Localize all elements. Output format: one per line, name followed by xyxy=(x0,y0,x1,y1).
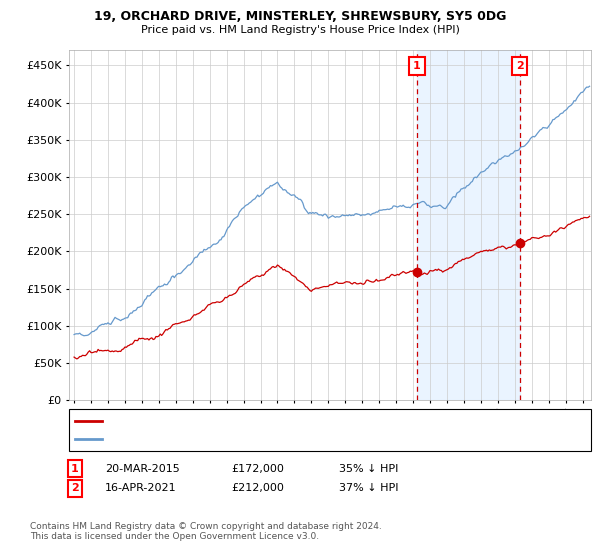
Text: 2: 2 xyxy=(71,483,79,493)
Bar xyxy=(417,50,520,400)
Text: 2: 2 xyxy=(516,61,524,71)
Text: 1: 1 xyxy=(413,61,421,71)
Text: 20-MAR-2015: 20-MAR-2015 xyxy=(105,464,180,474)
Text: 19, ORCHARD DRIVE, MINSTERLEY, SHREWSBURY, SY5 0DG: 19, ORCHARD DRIVE, MINSTERLEY, SHREWSBUR… xyxy=(94,10,506,23)
Text: HPI: Average price, detached house, Shropshire: HPI: Average price, detached house, Shro… xyxy=(108,434,341,444)
Text: 19, ORCHARD DRIVE, MINSTERLEY, SHREWSBURY, SY5 0DG (detached house): 19, ORCHARD DRIVE, MINSTERLEY, SHREWSBUR… xyxy=(108,416,489,426)
Text: Contains HM Land Registry data © Crown copyright and database right 2024.
This d: Contains HM Land Registry data © Crown c… xyxy=(30,522,382,542)
Text: 1: 1 xyxy=(71,464,79,474)
Text: 35% ↓ HPI: 35% ↓ HPI xyxy=(339,464,398,474)
Text: £212,000: £212,000 xyxy=(231,483,284,493)
Text: 16-APR-2021: 16-APR-2021 xyxy=(105,483,176,493)
Text: Price paid vs. HM Land Registry's House Price Index (HPI): Price paid vs. HM Land Registry's House … xyxy=(140,25,460,35)
Text: £172,000: £172,000 xyxy=(231,464,284,474)
Text: 37% ↓ HPI: 37% ↓ HPI xyxy=(339,483,398,493)
